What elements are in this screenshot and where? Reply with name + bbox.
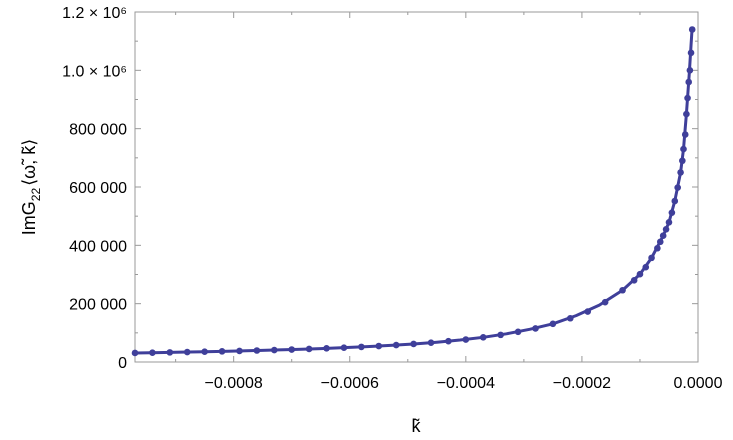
data-point (479, 334, 487, 341)
data-point (323, 345, 330, 352)
data-point (166, 349, 174, 356)
data-point (236, 347, 243, 355)
y-axis-label: ImG22 ⟨ω̃, k̃⟩ (19, 139, 43, 235)
data-point (668, 209, 676, 216)
data-point (201, 348, 208, 356)
plot-frame (134, 11, 699, 363)
data-point (131, 349, 139, 357)
data-point (288, 346, 296, 353)
y-tick-label: 200 000 (69, 297, 127, 314)
data-point (445, 337, 452, 345)
data-point (659, 232, 667, 240)
data-point (183, 348, 191, 356)
data-point (654, 244, 661, 252)
y-axis-label-prefix: ImG (19, 201, 39, 235)
data-point (686, 67, 694, 74)
data-point (270, 346, 278, 354)
x-axis-label: k̃ (412, 416, 422, 436)
data-point (305, 345, 313, 353)
y-tick-label: 400 000 (69, 238, 127, 255)
data-point (392, 341, 400, 349)
data-point (681, 131, 689, 138)
data-point (683, 110, 690, 118)
y-axis-ticks: 0 200 000 400 000 600 000 800 000 1.0 × 10⁶ 1.… (62, 5, 698, 372)
data-point (532, 325, 539, 332)
marker-layer (131, 26, 696, 357)
y-tick-label: 600 000 (69, 180, 127, 197)
x-tick-label: 0.0000 (674, 375, 723, 392)
data-point (375, 342, 383, 350)
data-point (549, 320, 557, 328)
series-layer (134, 26, 694, 355)
data-point (630, 277, 638, 284)
y-axis-label-subscript: 22 (29, 188, 43, 202)
x-tick-label: −0.0002 (553, 375, 611, 392)
y-tick-label: 800 000 (69, 122, 127, 139)
y-tick-label: 1.0 × 10⁶ (62, 63, 127, 80)
x-tick-label: −0.0006 (321, 375, 379, 392)
data-point (358, 343, 365, 351)
data-point (584, 308, 592, 315)
data-point (567, 314, 574, 322)
y-tick-label: 1.2 × 10⁶ (62, 5, 127, 22)
data-point (674, 184, 681, 191)
data-point (680, 145, 687, 153)
data-point (685, 78, 693, 86)
series-line (134, 26, 694, 355)
data-point (642, 263, 650, 271)
data-point (514, 328, 522, 336)
x-tick-label: −0.0008 (205, 375, 263, 392)
data-point (149, 349, 156, 356)
data-point (253, 347, 261, 354)
data-point (687, 49, 695, 57)
data-point (601, 298, 609, 306)
data-point (677, 169, 684, 176)
data-point (688, 26, 696, 33)
data-point (218, 348, 226, 355)
data-point (427, 339, 435, 346)
x-axis-ticks: −0.0008 −0.0006 −0.0004 −0.0002 0.0000 (175, 12, 723, 392)
data-point (656, 238, 664, 246)
data-point (679, 157, 686, 165)
data-point (665, 218, 673, 226)
y-axis-label-args: ⟨ω̃, k̃⟩ (19, 139, 39, 186)
data-point (684, 94, 691, 102)
data-point (636, 270, 644, 278)
data-point (648, 254, 655, 262)
data-point (662, 225, 670, 233)
data-point (410, 340, 417, 348)
data-point (462, 336, 470, 343)
y-tick-label: 0 (118, 355, 127, 372)
data-point (671, 197, 679, 205)
data-point (619, 286, 626, 294)
x-tick-label: −0.0004 (437, 375, 495, 392)
data-point (340, 344, 348, 351)
data-point (497, 331, 504, 339)
